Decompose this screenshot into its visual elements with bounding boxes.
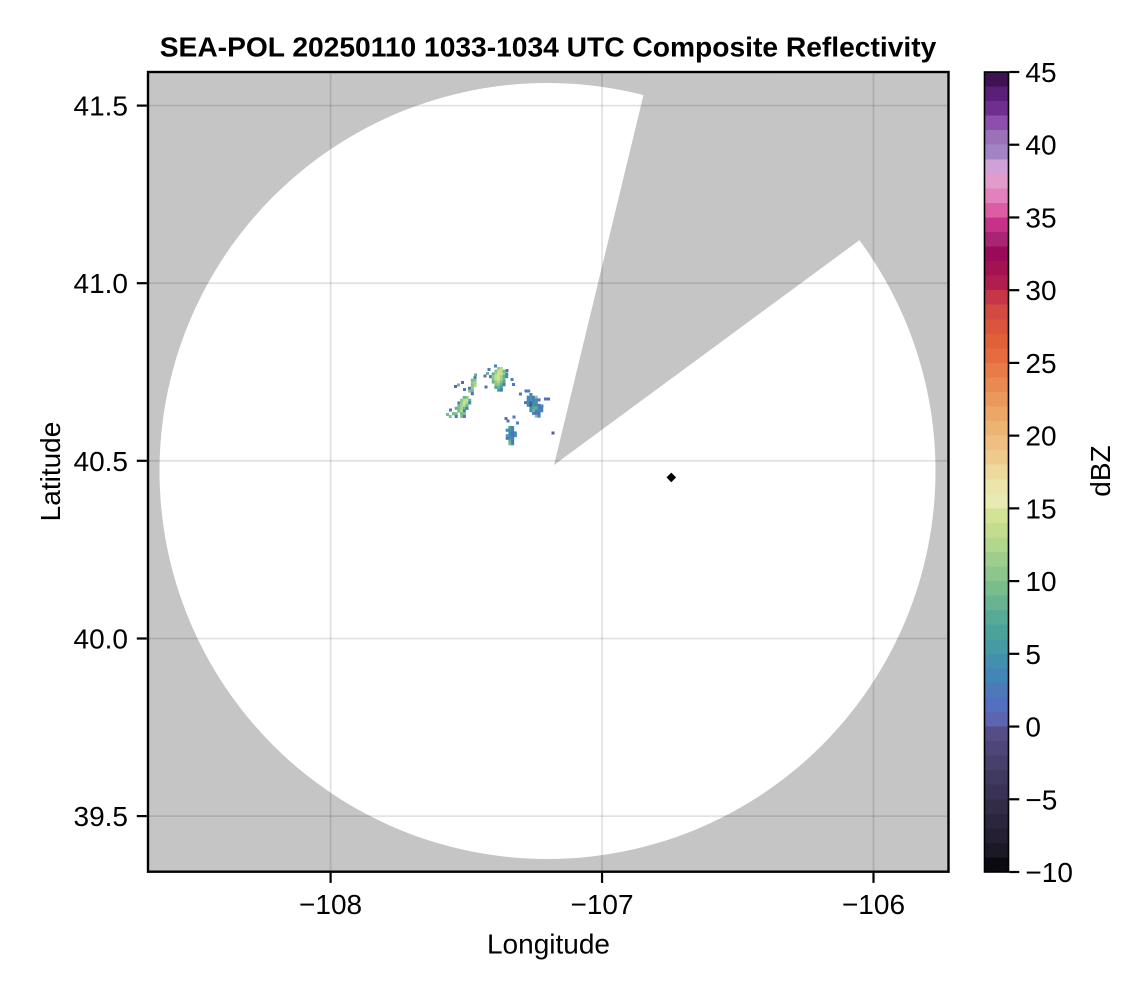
svg-text:−5: −5 [1025,784,1057,815]
svg-text:Longitude: Longitude [487,929,610,960]
svg-text:−10: −10 [1025,857,1073,888]
svg-text:25: 25 [1025,348,1056,379]
svg-text:40.5: 40.5 [74,446,129,477]
svg-text:SEA-POL 20250110 1033-1034 UTC: SEA-POL 20250110 1033-1034 UTC Composite… [160,31,937,63]
svg-text:−106: −106 [842,889,905,920]
svg-text:−107: −107 [571,889,634,920]
svg-text:10: 10 [1025,566,1056,597]
svg-text:40: 40 [1025,130,1056,161]
svg-text:5: 5 [1025,639,1041,670]
svg-text:39.5: 39.5 [74,801,129,832]
svg-text:Latitude: Latitude [35,422,66,522]
svg-text:35: 35 [1025,202,1056,233]
svg-text:40.0: 40.0 [74,624,129,655]
svg-text:20: 20 [1025,421,1056,452]
svg-text:−108: −108 [299,889,362,920]
svg-text:dBZ: dBZ [1085,445,1116,496]
svg-text:15: 15 [1025,493,1056,524]
svg-text:41.5: 41.5 [74,91,129,122]
svg-text:41.0: 41.0 [74,268,129,299]
svg-text:0: 0 [1025,712,1041,743]
svg-text:45: 45 [1025,57,1056,88]
svg-text:30: 30 [1025,275,1056,306]
